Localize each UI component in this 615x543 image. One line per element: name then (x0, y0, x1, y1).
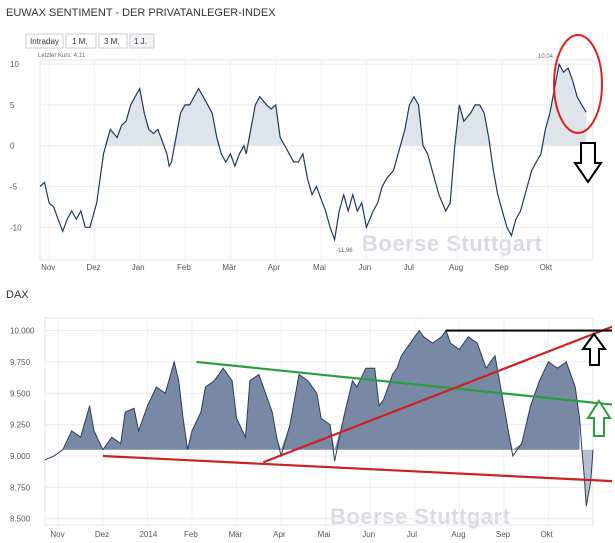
sentiment-x-tick-label: Okt (540, 263, 553, 272)
dax-x-tick-label: 2014 (139, 530, 157, 539)
dax-x-tick-label: Nov (50, 530, 64, 539)
dax-y-tick-label: 9.000 (10, 452, 31, 461)
dax-x-tick-label: Mär (229, 530, 243, 539)
dax-y-tick-label: 9.750 (10, 358, 31, 367)
sentiment-x-tick-label: Aug (449, 263, 463, 272)
sentiment-chart-title: EUWAX SENTIMENT - DER PRIVATANLEGER-INDE… (6, 7, 276, 19)
green-up-arrow-icon (586, 399, 612, 437)
dax-trendline (196, 360, 613, 406)
tab-1y-label: 1 J. (134, 37, 147, 46)
dax-x-axis: Nov Dez 2014 Feb Mär Apr Mai Jun Jul Aug Sep Okt (50, 530, 553, 539)
dax-x-tick-label: Okt (540, 530, 553, 539)
tab-3m-label: 3 M. (104, 37, 120, 46)
dax-area-above (45, 330, 580, 450)
sentiment-x-tick-label: Jun (358, 263, 371, 272)
sentiment-y-tick-label: 0 (10, 142, 15, 151)
sentiment-x-tick-label: Mai (313, 263, 326, 272)
sentiment-x-tick-label: Feb (177, 263, 191, 272)
up-arrow-icon (581, 332, 607, 366)
sentiment-x-tick-label: Mär (222, 263, 236, 272)
dax-line (44, 329, 581, 462)
dax-x-tick-label: Aug (451, 530, 465, 539)
sentiment-x-tick-label: Nov (41, 263, 55, 272)
min-value-label: -11,96 (336, 248, 353, 254)
sentiment-y-tick-label: -5 (10, 183, 18, 192)
sentiment-plot-frame (39, 59, 594, 261)
sentiment-x-tick-label: Dez (86, 263, 100, 272)
highlight-ellipse (553, 34, 603, 134)
dax-x-tick-label: Jun (362, 530, 375, 539)
max-value-label: 10,04 (538, 54, 554, 60)
sentiment-y-tick-label: -10 (10, 223, 22, 232)
dax-x-tick-label: Sep (496, 530, 511, 539)
last-price-label: Letzter Kurs: 4,11 (38, 53, 86, 59)
dax-x-tick-label: Dez (95, 530, 109, 539)
dax-trendlines (102, 325, 613, 483)
sentiment-y-tick-label: 10 (10, 60, 19, 69)
sentiment-x-tick-label: Jan (132, 263, 145, 272)
dax-x-tick-label: Mai (318, 530, 331, 539)
dax-trendline (102, 454, 613, 483)
sentiment-chart: EUWAX SENTIMENT - DER PRIVATANLEGER-INDE… (6, 7, 603, 272)
dax-x-tick-label: Feb (184, 530, 198, 539)
dax-y-tick-label: 9.500 (10, 389, 31, 398)
dax-y-axis: 10.000 9.750 9.500 9.250 9.000 8.750 8.500 (10, 327, 35, 524)
sentiment-x-tick-label: Apr (268, 263, 281, 272)
sentiment-x-axis: Nov Dez Jan Feb Mär Apr Mai Jun Jul Aug Sep Okt (41, 263, 553, 272)
dax-y-tick-label: 9.250 (10, 421, 31, 430)
dax-y-tick-label: 8.750 (10, 483, 31, 492)
dax-chart: DAX Boerse Stuttgart 10.0009.7509.5009.2… (6, 289, 613, 539)
sentiment-y-axis: 10 5 0 -5 -10 (10, 60, 22, 232)
tab-3m[interactable] (98, 33, 128, 49)
sentiment-watermark: Boerse Stuttgart (362, 231, 543, 256)
sentiment-x-tick-label: Sep (494, 263, 509, 272)
dax-area-dip (581, 449, 593, 507)
tab-intraday[interactable] (25, 33, 64, 49)
sentiment-line (39, 62, 587, 242)
dax-y-tick-label: 8.500 (10, 515, 31, 524)
range-tabs: Intraday 1 M. 3 M. 1 J. (25, 33, 155, 49)
tab-1m[interactable] (65, 33, 97, 49)
dax-chart-title: DAX (6, 289, 29, 301)
tab-intraday-label: Intraday (30, 37, 59, 46)
down-arrow-icon (573, 142, 603, 184)
sentiment-y-tick-label: 5 (10, 101, 15, 110)
sentiment-gridlines (39, 59, 594, 261)
sentiment-x-tick-label: Jul (404, 263, 414, 272)
dax-x-tick-label: Apr (273, 530, 286, 539)
tab-1m-label: 1 M. (72, 37, 88, 46)
tab-1y[interactable] (129, 33, 155, 49)
dax-y-tick-label: 10.000 (10, 327, 35, 336)
dax-x-tick-label: Jul (407, 530, 417, 539)
dax-trendline (262, 325, 613, 464)
